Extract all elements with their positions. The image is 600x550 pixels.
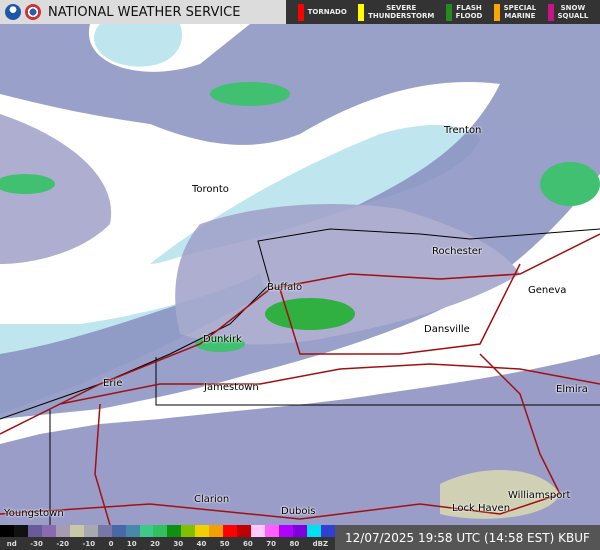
scale-swatch bbox=[320, 525, 335, 537]
scale-swatch bbox=[97, 525, 112, 537]
scale-swatch bbox=[265, 525, 280, 537]
scale-swatch bbox=[153, 525, 168, 537]
scale-label: 30 bbox=[173, 539, 184, 548]
scale-swatch bbox=[139, 525, 154, 537]
city-label: Buffalo bbox=[267, 282, 303, 293]
scale-swatch bbox=[195, 525, 210, 537]
warning-item: SNOW SQUALL bbox=[547, 3, 589, 21]
scale-swatch bbox=[209, 525, 224, 537]
timestamp: 12/07/2025 19:58 UTC (14:58 EST) KBUF bbox=[335, 525, 600, 550]
city-label: Dubois bbox=[281, 506, 316, 517]
green-echoes bbox=[0, 82, 600, 352]
scale-swatch bbox=[27, 525, 42, 537]
site-title: NATIONAL WEATHER SERVICE bbox=[48, 4, 241, 20]
city-label: Clarion bbox=[194, 494, 230, 505]
city-label: Dansville bbox=[424, 324, 470, 335]
us-canada-border bbox=[0, 228, 600, 420]
warning-swatch bbox=[493, 3, 500, 21]
scale-swatch bbox=[167, 525, 182, 537]
scale-label: dBZ bbox=[312, 539, 329, 548]
reflectivity-legend: nd -30 -20 -10 0 10 20 30 40 50 60 70 80 dBZ 12/07/20… bbox=[0, 525, 600, 550]
scale-label: 20 bbox=[150, 539, 160, 548]
station-id: KBUF bbox=[558, 530, 590, 545]
warning-swatch bbox=[445, 3, 452, 21]
city-label: Williamsport bbox=[508, 490, 571, 501]
scale-label: 10 bbox=[126, 539, 137, 548]
scale-swatch bbox=[83, 525, 98, 537]
warning-swatch bbox=[547, 3, 554, 21]
scale-swatch bbox=[181, 525, 196, 537]
warning-item: SEVERE THUNDERSTORM bbox=[358, 3, 435, 21]
scale-label: 0 bbox=[108, 539, 114, 548]
scale-label: 50 bbox=[219, 539, 230, 548]
warning-item: FLASH FLOOD bbox=[445, 3, 483, 21]
header: NATIONAL WEATHER SERVICE TORNADO SEVERE T… bbox=[0, 0, 600, 24]
scale-label: 60 bbox=[243, 539, 253, 548]
city-label: Jamestown bbox=[204, 382, 259, 393]
scale-label: 80 bbox=[289, 539, 300, 548]
city-label: Trenton bbox=[444, 125, 482, 136]
nws-logo bbox=[25, 4, 41, 20]
city-label: Erie bbox=[103, 378, 123, 389]
warning-label: SPECIAL MARINE bbox=[503, 4, 537, 20]
scale-swatch bbox=[55, 525, 70, 537]
brand: NATIONAL WEATHER SERVICE bbox=[0, 0, 286, 24]
scale-label: -20 bbox=[56, 539, 69, 548]
scale-label: 40 bbox=[196, 539, 207, 548]
scale-label: -30 bbox=[30, 539, 43, 548]
warning-item: SPECIAL MARINE bbox=[493, 3, 537, 21]
roads bbox=[0, 233, 600, 526]
color-scale bbox=[0, 525, 335, 537]
city-label: Dunkirk bbox=[203, 334, 242, 345]
noaa-logo bbox=[5, 4, 21, 20]
scale-swatch bbox=[41, 525, 56, 537]
ny-pa-border bbox=[49, 357, 600, 525]
scale-swatch bbox=[306, 525, 321, 537]
warning-label: SNOW SQUALL bbox=[557, 4, 589, 20]
scale-label: 70 bbox=[266, 539, 276, 548]
warning-label: TORNADO bbox=[307, 8, 347, 16]
city-label: Toronto bbox=[192, 184, 229, 195]
warning-legend: TORNADO SEVERE THUNDERSTORM FLASH FLOOD SPE… bbox=[286, 0, 600, 24]
city-label: Youngstown bbox=[4, 508, 64, 519]
warning-swatch bbox=[358, 3, 365, 21]
scale-swatch bbox=[13, 525, 28, 537]
radar-map[interactable]: Trenton Toronto Rochester Buffalo Geneva Dans… bbox=[0, 24, 600, 526]
scale-label: -10 bbox=[82, 539, 96, 548]
scale-swatch bbox=[125, 525, 140, 537]
map-canvas bbox=[0, 24, 600, 526]
warning-item: TORNADO bbox=[297, 3, 347, 21]
scale-swatch bbox=[0, 525, 14, 537]
city-label: Elmira bbox=[556, 384, 588, 395]
lake-north bbox=[94, 24, 182, 67]
scale-swatch bbox=[237, 525, 252, 537]
scale-swatch bbox=[111, 525, 126, 537]
scale-swatch bbox=[251, 525, 266, 537]
scale-swatch bbox=[69, 525, 84, 537]
scale-swatch bbox=[293, 525, 307, 537]
warning-label: SEVERE THUNDERSTORM bbox=[368, 4, 435, 20]
city-label: Rochester bbox=[432, 246, 482, 257]
scale-swatch bbox=[279, 525, 294, 537]
city-label: Geneva bbox=[528, 285, 567, 296]
city-label: Lock Haven bbox=[452, 503, 511, 514]
scale-label: nd bbox=[6, 539, 17, 548]
timestamp-text: 12/07/2025 19:58 UTC (14:58 EST) bbox=[345, 530, 555, 545]
radar-echoes bbox=[0, 24, 600, 525]
warning-label: FLASH FLOOD bbox=[455, 4, 483, 20]
scale-swatch bbox=[223, 525, 238, 537]
warning-swatch bbox=[297, 3, 304, 21]
scale-labels: nd -30 -20 -10 0 10 20 30 40 50 60 70 80 dBZ bbox=[0, 537, 335, 550]
